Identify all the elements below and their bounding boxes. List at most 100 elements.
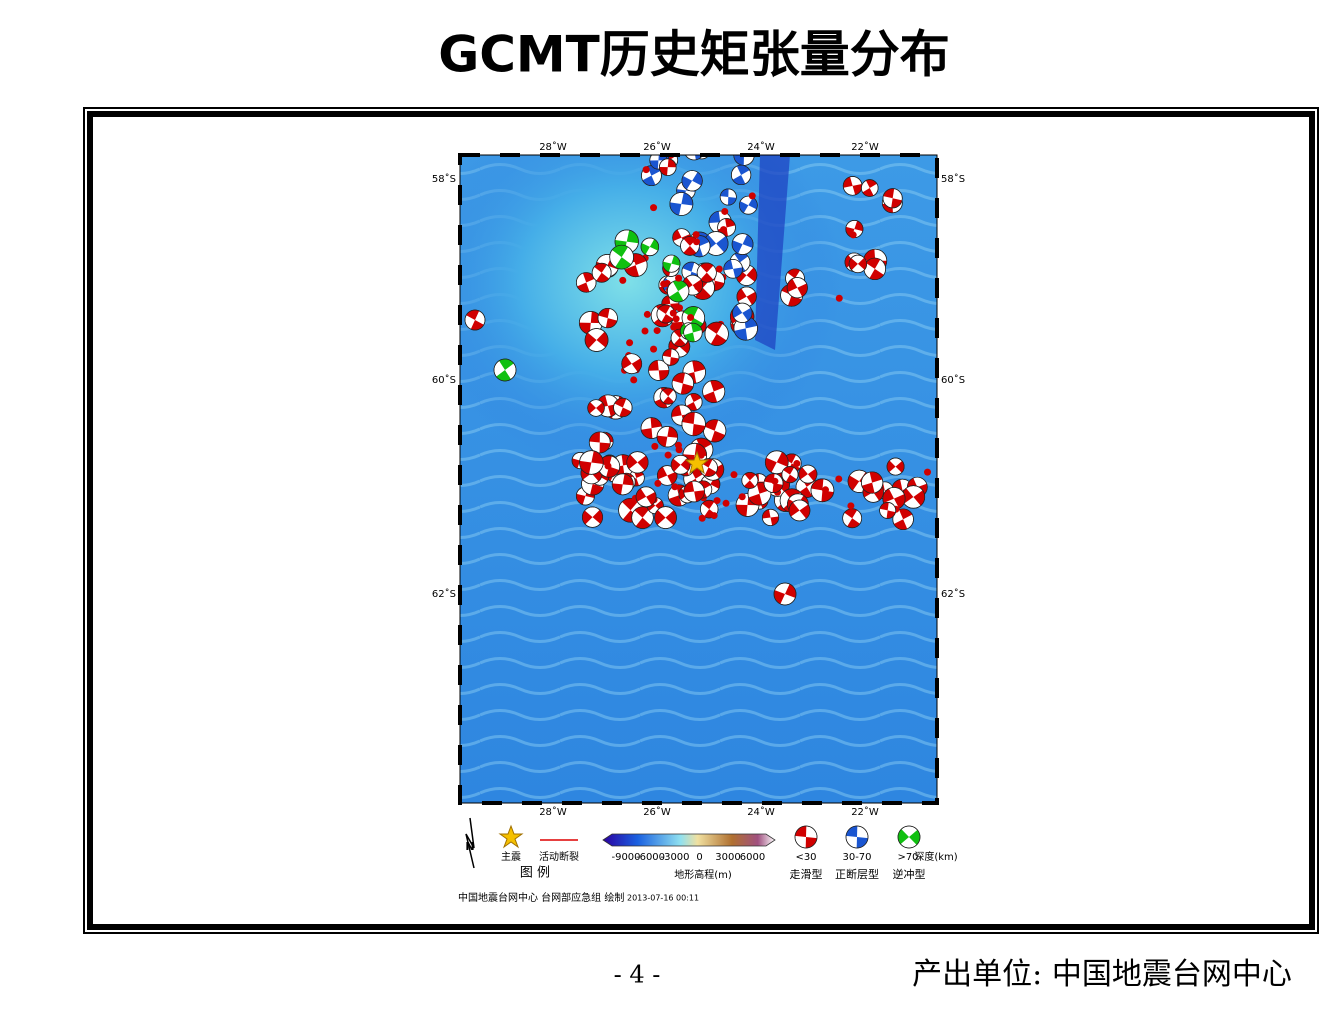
- trench: [755, 155, 790, 350]
- beachball: [464, 309, 486, 331]
- beachball-edge: [845, 825, 869, 849]
- latitude-label: 62˚S: [432, 588, 456, 600]
- beachball-quadrant: [865, 258, 884, 280]
- beachball-edge: [860, 179, 879, 197]
- beachball: [861, 471, 884, 494]
- event-dot: [694, 283, 702, 291]
- beachball-quadrant: [466, 309, 484, 331]
- beachball: [842, 508, 863, 529]
- beachball: [684, 393, 703, 411]
- beachball-quadrant: [683, 481, 705, 502]
- beachball-edge: [897, 825, 921, 849]
- colorbar-tick-label: 0: [696, 852, 702, 863]
- beachball: [892, 508, 914, 531]
- beachball-quadrant: [598, 308, 618, 328]
- beachball: [654, 506, 677, 529]
- beachball: [493, 358, 517, 382]
- event-dot: [698, 514, 706, 522]
- beachball-quadrant: [845, 220, 864, 238]
- beachball-edge: [738, 195, 758, 215]
- beachball: [764, 450, 789, 475]
- beachball: [621, 353, 643, 375]
- beachball-edge: [794, 825, 818, 849]
- beachball: [640, 417, 663, 439]
- beachball: [669, 192, 694, 216]
- beachball: [719, 188, 737, 206]
- beachball-quadrant: [706, 322, 727, 346]
- beachball-quadrant: [789, 502, 810, 519]
- beachball-edge: [591, 262, 612, 283]
- beachball-quadrant: [669, 192, 693, 216]
- star-icon: [498, 824, 524, 849]
- latitude-label: 60˚S: [941, 374, 965, 386]
- beachball-quadrant: [898, 829, 921, 845]
- beachball: [736, 286, 757, 307]
- beachball-quadrant: [669, 280, 688, 302]
- beachball-quadrant: [621, 355, 642, 372]
- beachball-quadrant: [589, 431, 611, 453]
- beachball-edge: [879, 502, 897, 519]
- event-dot: [822, 486, 830, 494]
- beachball: [581, 506, 604, 528]
- beachball: [611, 473, 634, 496]
- beachball: [659, 158, 677, 176]
- beachball-quadrant: [641, 417, 662, 439]
- beachball-quadrant: [594, 263, 610, 283]
- beachball: [703, 419, 727, 443]
- beachball-edge: [662, 348, 680, 366]
- beachball-edge: [635, 486, 657, 508]
- beachball: [656, 426, 679, 448]
- event-dot: [653, 327, 661, 335]
- depth-unit: 深度(km): [914, 850, 957, 863]
- beachball: [659, 387, 677, 405]
- beachball-quadrant: [774, 583, 796, 605]
- beachball-quadrant: [732, 234, 754, 254]
- event-dot: [738, 493, 746, 501]
- colorbar-tick-label: 6000: [740, 852, 765, 863]
- beachball-quadrant: [612, 245, 632, 270]
- beachball-edge: [719, 188, 737, 206]
- beachball-edge: [788, 499, 811, 522]
- beachball-quadrant: [736, 288, 757, 305]
- beachball-edge: [685, 155, 704, 161]
- beachball-quadrant: [683, 323, 702, 342]
- beachball: [761, 508, 780, 527]
- event-dot: [847, 502, 855, 510]
- beachball-quadrant: [787, 278, 808, 297]
- longitude-label: 24˚W: [747, 806, 775, 818]
- beachball-edge: [611, 473, 634, 496]
- beachball: [794, 825, 818, 849]
- beachball: [702, 380, 726, 403]
- beachball-edge: [671, 372, 694, 395]
- event-dot: [651, 442, 659, 450]
- event-dot: [675, 446, 683, 454]
- beachball-quadrant: [700, 263, 714, 283]
- beachball-edge: [640, 237, 660, 257]
- beachball-quadrant: [640, 239, 659, 255]
- mechanism-label: 正断层型: [835, 867, 879, 881]
- depth-class-label: <30: [795, 852, 816, 863]
- beachball-edge: [781, 466, 799, 484]
- beachball: [584, 328, 609, 352]
- beachball: [704, 321, 729, 346]
- beachball-edge: [659, 158, 677, 176]
- beachball-quadrant: [661, 295, 679, 313]
- mechanism-label: 逆冲型: [893, 867, 926, 881]
- depth-class-label: >70: [897, 852, 918, 863]
- beachball-quadrant: [843, 176, 863, 195]
- beachball: [588, 431, 611, 454]
- beachball-edge: [681, 170, 703, 192]
- beachball-edge: [493, 358, 517, 382]
- beachball-quadrant: [659, 158, 677, 176]
- latitude-label: 62˚S: [941, 588, 965, 600]
- beachball: [798, 464, 818, 484]
- beachball-edge: [717, 218, 736, 237]
- beachball-quadrant: [734, 316, 758, 341]
- beachball-quadrant: [765, 452, 789, 473]
- map: [460, 155, 937, 803]
- beachball: [879, 502, 897, 519]
- beachball-quadrant: [902, 488, 925, 506]
- beachball-quadrant: [582, 509, 603, 525]
- beachball-quadrant: [723, 259, 743, 278]
- beachball: [631, 506, 654, 529]
